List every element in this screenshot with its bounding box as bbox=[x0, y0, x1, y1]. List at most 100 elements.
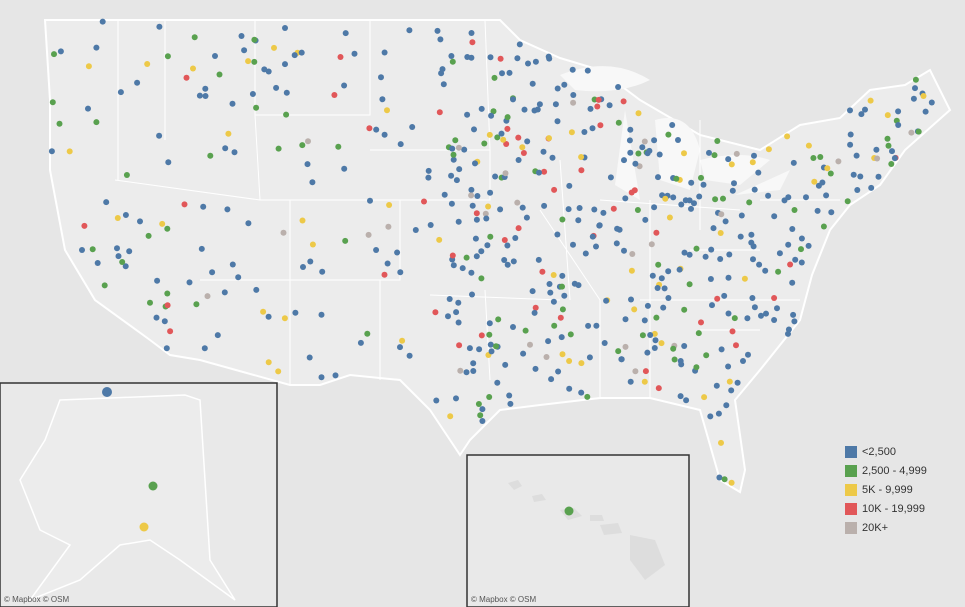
location-dot bbox=[733, 342, 739, 349]
location-dot bbox=[805, 242, 812, 249]
location-dot bbox=[446, 296, 453, 302]
location-dot bbox=[661, 285, 668, 292]
location-dot bbox=[473, 253, 480, 260]
location-dot bbox=[607, 174, 614, 181]
location-dot bbox=[665, 131, 672, 138]
location-dot bbox=[487, 54, 494, 61]
location-dot bbox=[589, 125, 596, 132]
location-dot bbox=[253, 286, 260, 293]
location-dot bbox=[559, 306, 566, 313]
location-dot bbox=[750, 256, 756, 263]
location-dot bbox=[652, 337, 659, 344]
location-dot bbox=[551, 186, 558, 193]
location-dot bbox=[571, 280, 578, 287]
location-dot bbox=[384, 260, 391, 267]
location-dot bbox=[695, 330, 702, 337]
location-dot bbox=[529, 80, 536, 87]
location-dot bbox=[541, 168, 548, 175]
location-dot bbox=[790, 159, 797, 166]
location-dot bbox=[628, 189, 635, 196]
location-dot bbox=[271, 44, 277, 51]
location-dot bbox=[749, 159, 756, 166]
location-dot bbox=[561, 292, 568, 299]
location-dot bbox=[122, 263, 129, 270]
location-dot bbox=[723, 402, 730, 409]
location-dot bbox=[283, 111, 290, 118]
location-dot bbox=[718, 211, 725, 218]
location-dot bbox=[738, 212, 745, 219]
location-dot bbox=[828, 209, 835, 216]
location-dot bbox=[477, 412, 484, 419]
location-dot bbox=[823, 192, 830, 199]
location-dot bbox=[148, 481, 158, 491]
location-dot bbox=[147, 299, 153, 306]
location-dot bbox=[475, 401, 482, 407]
location-dot bbox=[731, 180, 737, 187]
location-dot bbox=[581, 129, 588, 135]
location-dot bbox=[397, 269, 404, 276]
location-dot bbox=[385, 223, 392, 230]
location-dot bbox=[119, 259, 126, 265]
location-dot bbox=[587, 105, 594, 112]
location-dot bbox=[728, 161, 735, 168]
location-dot bbox=[291, 52, 298, 59]
location-dot bbox=[487, 233, 494, 240]
location-dot bbox=[164, 302, 171, 309]
location-dot bbox=[603, 297, 610, 304]
location-dot bbox=[466, 345, 473, 352]
legend-label: 10K - 19,999 bbox=[862, 503, 925, 515]
location-dot bbox=[561, 81, 568, 88]
location-dot bbox=[545, 338, 552, 345]
location-dot bbox=[734, 379, 741, 386]
location-dot bbox=[512, 235, 519, 241]
location-dot bbox=[453, 395, 459, 402]
location-dot bbox=[771, 295, 778, 301]
location-dot bbox=[578, 360, 585, 367]
location-dot bbox=[678, 201, 685, 208]
location-dot bbox=[273, 84, 280, 91]
location-dot bbox=[564, 506, 574, 516]
location-dot bbox=[507, 400, 514, 407]
location-dot bbox=[514, 55, 521, 62]
location-dot bbox=[620, 98, 627, 105]
location-dot bbox=[535, 256, 542, 263]
location-dot bbox=[549, 154, 556, 161]
location-dot bbox=[696, 193, 703, 200]
location-dot bbox=[847, 107, 853, 114]
location-dot bbox=[117, 89, 124, 96]
legend-swatch bbox=[845, 446, 857, 458]
location-dot bbox=[318, 311, 325, 318]
location-dot bbox=[521, 106, 528, 113]
location-dot bbox=[912, 76, 919, 83]
location-dot bbox=[771, 213, 778, 220]
location-dot bbox=[725, 274, 732, 281]
location-dot bbox=[669, 122, 676, 128]
location-dot bbox=[601, 340, 608, 346]
location-dot bbox=[251, 36, 258, 43]
location-dot bbox=[566, 182, 573, 189]
location-dot bbox=[515, 134, 522, 141]
location-dot bbox=[476, 346, 483, 353]
location-dot bbox=[725, 310, 732, 317]
location-dot bbox=[154, 277, 161, 284]
location-dot bbox=[765, 146, 772, 153]
location-dot bbox=[639, 332, 646, 339]
location-dot bbox=[596, 222, 603, 229]
location-dot bbox=[455, 299, 462, 306]
location-dot bbox=[440, 81, 447, 88]
location-dot bbox=[238, 33, 245, 39]
location-dot bbox=[482, 210, 489, 217]
location-dot bbox=[660, 304, 667, 311]
location-dot bbox=[536, 101, 543, 108]
hawaii-inset: © Mapbox © OSM bbox=[466, 454, 690, 607]
location-dot bbox=[478, 275, 485, 282]
location-dot bbox=[751, 152, 757, 159]
location-dot bbox=[531, 309, 538, 316]
location-dot bbox=[649, 272, 656, 279]
location-dot bbox=[501, 237, 508, 243]
location-dot bbox=[488, 112, 495, 119]
location-dot bbox=[710, 225, 717, 232]
location-dot bbox=[183, 74, 190, 81]
location-dot bbox=[524, 138, 531, 145]
location-dot bbox=[688, 179, 695, 186]
